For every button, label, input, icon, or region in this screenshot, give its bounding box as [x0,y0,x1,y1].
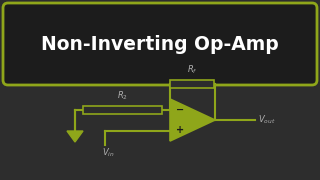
Text: $V_{out}$: $V_{out}$ [258,114,276,126]
Bar [171,80,214,88]
Text: $V_{in}$: $V_{in}$ [102,147,115,159]
Polygon shape [67,131,83,142]
Text: −: − [176,105,184,115]
Bar [83,105,162,114]
Text: $R_2$: $R_2$ [117,89,128,102]
FancyBboxPatch shape [3,3,317,85]
Text: Non-Inverting Op-Amp: Non-Inverting Op-Amp [41,35,279,53]
Text: +: + [176,125,184,135]
Text: $R_f$: $R_f$ [187,64,198,76]
Polygon shape [170,99,215,141]
